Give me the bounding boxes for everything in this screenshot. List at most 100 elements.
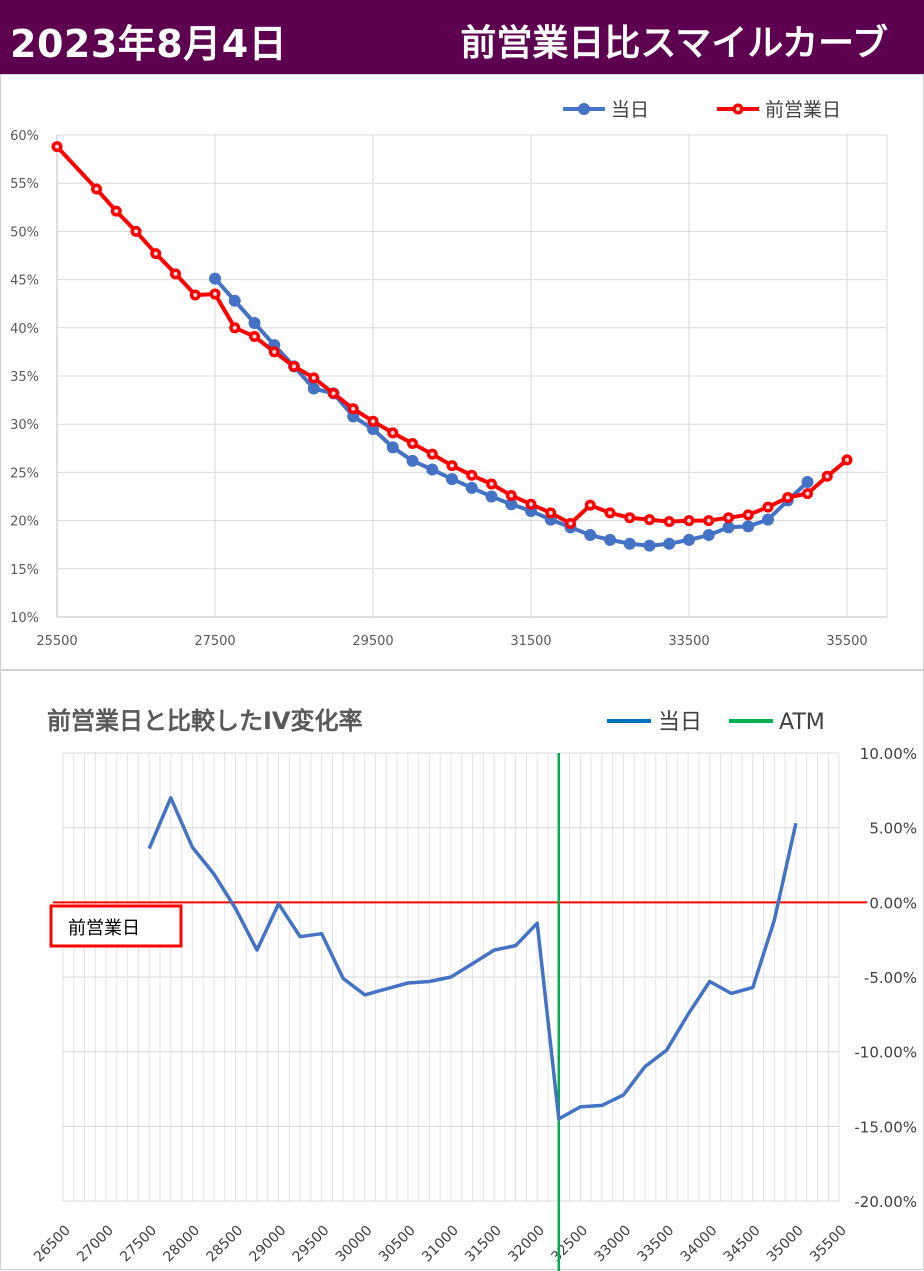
x-tick-label: 26500 (31, 1223, 74, 1266)
data-point-prev-day-center (489, 481, 494, 486)
y-tick-label: -5.00% (864, 969, 917, 987)
data-point-prev-day-center (292, 364, 296, 369)
reference-label-box (49, 904, 183, 948)
x-tick-label: 34500 (721, 1223, 764, 1266)
data-point-prev-day-center (588, 503, 593, 508)
legend-marker-prev-day-center (736, 107, 740, 111)
data-point-prev-day-center (114, 209, 119, 214)
data-point-today (386, 441, 399, 454)
data-point-prev-day-center (667, 519, 672, 524)
x-tick-label: 35500 (826, 634, 867, 649)
data-point-today (446, 473, 458, 486)
data-point-prev-day-center (213, 292, 217, 297)
data-point-today (663, 537, 676, 550)
data-point-prev-day-center (272, 349, 277, 354)
x-tick-label: 33500 (668, 634, 709, 649)
y-tick-label: 30% (10, 418, 39, 433)
y-tick-label: 50% (10, 225, 39, 240)
data-point-today (209, 272, 221, 285)
data-point-prev-day-center (134, 229, 138, 234)
data-point-today (604, 533, 616, 546)
data-point-prev-day-center (647, 517, 652, 522)
y-tick-label: -20.00% (854, 1193, 917, 1211)
data-point-prev-day-center (331, 391, 336, 396)
y-tick-label: 10% (10, 611, 39, 626)
report-date: 2023年8月4日 (10, 22, 288, 66)
data-point-today (505, 498, 518, 511)
data-point-prev-day-center (55, 144, 59, 149)
y-tick-label: -10.00% (854, 1044, 917, 1062)
data-point-prev-day-center (825, 474, 830, 479)
data-point-prev-day-center (232, 325, 237, 330)
data-point-today (347, 410, 360, 423)
data-point-prev-day-center (450, 463, 454, 468)
data-point-prev-day-center (746, 512, 751, 517)
y-tick-label: 0.00% (869, 894, 917, 912)
y-tick-label: 25% (10, 466, 39, 481)
legend-label-prev-day: 前営業日 (765, 99, 841, 121)
reference-label: 前営業日 (68, 918, 140, 939)
x-tick-label: 35000 (764, 1223, 807, 1266)
x-tick-label: 35500 (807, 1223, 850, 1266)
data-point-prev-day-center (390, 430, 395, 435)
x-tick-label: 30500 (376, 1223, 419, 1266)
y-tick-label: 40% (10, 322, 39, 337)
x-tick-label: 29500 (290, 1223, 333, 1266)
data-point-prev-day-center (726, 515, 731, 520)
y-tick-label: 45% (10, 274, 39, 289)
x-tick-label: 25500 (36, 634, 77, 649)
data-point-prev-day-center (785, 495, 790, 500)
y-tick-label: 55% (10, 177, 39, 192)
data-point-today (406, 454, 419, 467)
x-tick-label: 27000 (74, 1223, 117, 1266)
data-point-prev-day-center (469, 473, 474, 478)
x-tick-label: 28500 (203, 1223, 246, 1266)
data-point-prev-day-center (371, 419, 375, 424)
x-tick-label: 31500 (510, 634, 551, 649)
data-point-prev-day-center (568, 521, 573, 526)
data-point-today (465, 481, 478, 494)
data-point-today (801, 476, 814, 489)
header-banner: 2023年8月4日 前営業日比スマイルカーブ (0, 0, 924, 74)
data-point-today (485, 490, 498, 503)
x-tick-label: 29500 (352, 634, 393, 649)
data-point-prev-day-center (627, 515, 632, 520)
data-point-today (762, 513, 774, 526)
data-point-prev-day-center (687, 518, 691, 523)
data-point-prev-day-center (529, 502, 533, 507)
x-tick-label: 29000 (247, 1223, 290, 1266)
x-tick-label: 31000 (419, 1223, 462, 1266)
x-tick-label: 32000 (505, 1223, 548, 1266)
data-point-today (722, 521, 735, 534)
x-tick-label: 32500 (548, 1223, 591, 1266)
series-line-prev-day (55, 145, 849, 526)
series-line-today (147, 796, 798, 1121)
data-point-prev-day-center (805, 491, 810, 496)
data-point-today (584, 529, 597, 542)
x-tick-label: 27500 (117, 1223, 160, 1266)
legend-label-today: 当日 (611, 99, 649, 121)
y-tick-label: 20% (10, 515, 39, 530)
y-tick-label: 35% (10, 370, 39, 385)
data-point-today (742, 520, 755, 533)
data-point-prev-day-center (252, 334, 257, 339)
x-tick-label: 27500 (194, 634, 235, 649)
data-point-prev-day-center (193, 293, 198, 298)
data-point-prev-day-center (311, 375, 316, 380)
legend-label-atm: ATM (779, 710, 825, 735)
data-point-today (643, 539, 656, 552)
data-point-prev-day-center (845, 457, 849, 462)
y-tick-label: 10.00% (860, 745, 917, 763)
iv-change-chart-panel: -20.00% -15.00% -10.00% -5.00% 0.00% 5.00% 10.… (0, 670, 924, 1271)
data-point-today (683, 533, 695, 546)
x-tick-label: 30000 (333, 1223, 376, 1266)
y-tick-label: 15% (10, 563, 39, 578)
page-title: 前営業日比スマイルカーブ (460, 23, 888, 64)
x-tick-label: 31500 (462, 1223, 505, 1266)
data-point-today (426, 463, 439, 476)
iv-change-chart: -20.00% -15.00% -10.00% -5.00% 0.00% 5.00% 10.… (31, 707, 917, 1271)
data-point-prev-day-center (153, 251, 158, 256)
data-point-prev-day-center (430, 452, 435, 457)
smile-curve-chart-panel: 10% 15% 20% 25% 30% 35% 40% 45% 50% 55% 60% 25500 27… (0, 74, 924, 670)
y-tick-label: 5.00% (869, 820, 917, 838)
